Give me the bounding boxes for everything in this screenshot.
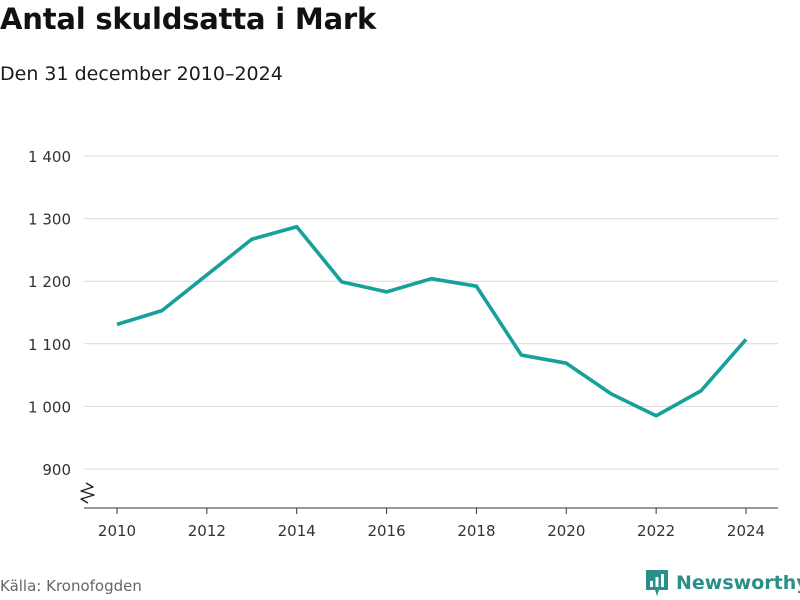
gridlines: [84, 155, 778, 470]
x-tick-label: 2016: [367, 522, 405, 540]
brand: Newsworthy: [644, 568, 800, 598]
series-line-0: [116, 224, 748, 418]
y-axis-labels: 900 1 000 1 100 1 200 1 300 1 400: [28, 148, 71, 479]
x-tick-label: 2010: [98, 522, 136, 540]
newsworthy-logo-icon: [646, 570, 668, 596]
y-tick-label: 1 000: [28, 398, 71, 416]
x-tick-label: 2022: [637, 522, 675, 540]
x-tick-label: 2024: [727, 522, 765, 540]
x-tick-label: 2014: [278, 522, 316, 540]
series-layer: [116, 224, 748, 418]
brand-name: Newsworthy: [676, 572, 800, 594]
x-axis: [80, 482, 778, 514]
y-tick-label: 1 200: [28, 273, 71, 291]
x-tick-label: 2012: [188, 522, 226, 540]
axis-break-icon: [80, 482, 95, 504]
x-tick-label: 2018: [457, 522, 495, 540]
y-tick-label: 1 400: [28, 148, 71, 166]
chart-title: Antal skuldsatta i Mark: [0, 2, 377, 36]
x-tick-label: 2020: [547, 522, 585, 540]
y-tick-label: 1 300: [28, 211, 71, 229]
x-axis-labels: 2010 2012 2014 2016 2018 2020 2022 2024: [98, 522, 765, 540]
chart-subtitle: Den 31 december 2010–2024: [0, 63, 283, 85]
source-note: Källa: Kronofogden: [0, 577, 142, 595]
y-tick-label: 1 100: [28, 336, 71, 354]
y-tick-label: 900: [42, 461, 71, 479]
